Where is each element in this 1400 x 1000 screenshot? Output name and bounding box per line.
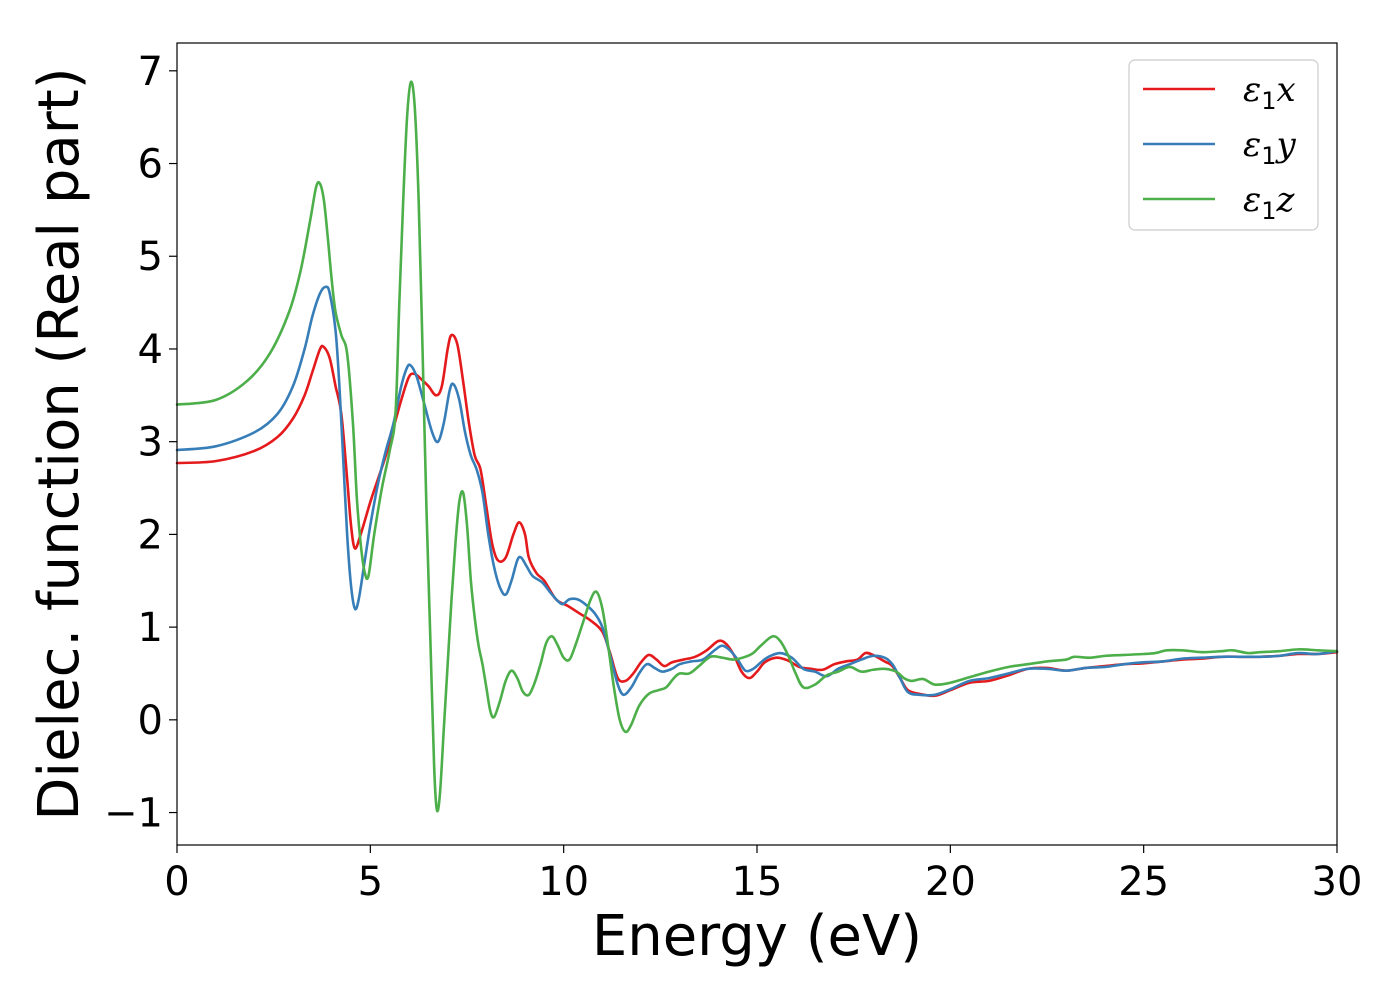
y-tick-label: 2 bbox=[138, 512, 163, 558]
y-tick-label: 3 bbox=[138, 420, 163, 466]
legend-box bbox=[1128, 59, 1319, 231]
y-tick-label: 7 bbox=[138, 49, 163, 95]
plot-lines bbox=[175, 80, 1339, 813]
y-tick-label: 4 bbox=[138, 327, 163, 373]
series-line-eps1-y bbox=[175, 285, 1339, 697]
legend-entry-eps1-z: ε1z bbox=[1143, 180, 1296, 225]
series-line-eps1-z bbox=[175, 80, 1339, 813]
y-tick-label: 5 bbox=[138, 234, 163, 280]
legend-entry-eps1-y: ε1y bbox=[1143, 125, 1297, 170]
x-axis-label: Energy (eV) bbox=[592, 904, 922, 969]
x-tick-label: 0 bbox=[164, 859, 189, 905]
y-tick-label: 1 bbox=[138, 605, 163, 651]
plot-frame bbox=[176, 42, 1338, 846]
y-axis-ticks: −1 0 1 2 3 4 5 6 7 bbox=[104, 49, 177, 837]
legend: ε1x ε1y ε1z bbox=[1128, 59, 1319, 231]
y-tick-label: 0 bbox=[138, 698, 163, 744]
x-tick-label: 10 bbox=[538, 859, 589, 905]
y-tick-label: 6 bbox=[138, 142, 163, 188]
x-tick-label: 15 bbox=[732, 859, 783, 905]
x-tick-label: 5 bbox=[358, 859, 383, 905]
y-tick-label: −1 bbox=[104, 791, 163, 837]
x-tick-label: 20 bbox=[925, 859, 976, 905]
legend-label: ε1y bbox=[1243, 125, 1297, 170]
legend-entry-eps1-x: ε1x bbox=[1143, 70, 1296, 115]
legend-label: ε1x bbox=[1243, 70, 1296, 115]
x-axis-ticks: 0 5 10 15 20 25 30 bbox=[164, 845, 1362, 905]
y-axis-label: Dielec. function (Real part) bbox=[27, 67, 92, 820]
legend-label: ε1z bbox=[1243, 180, 1296, 225]
x-tick-label: 25 bbox=[1118, 859, 1169, 905]
x-tick-label: 30 bbox=[1312, 859, 1363, 905]
